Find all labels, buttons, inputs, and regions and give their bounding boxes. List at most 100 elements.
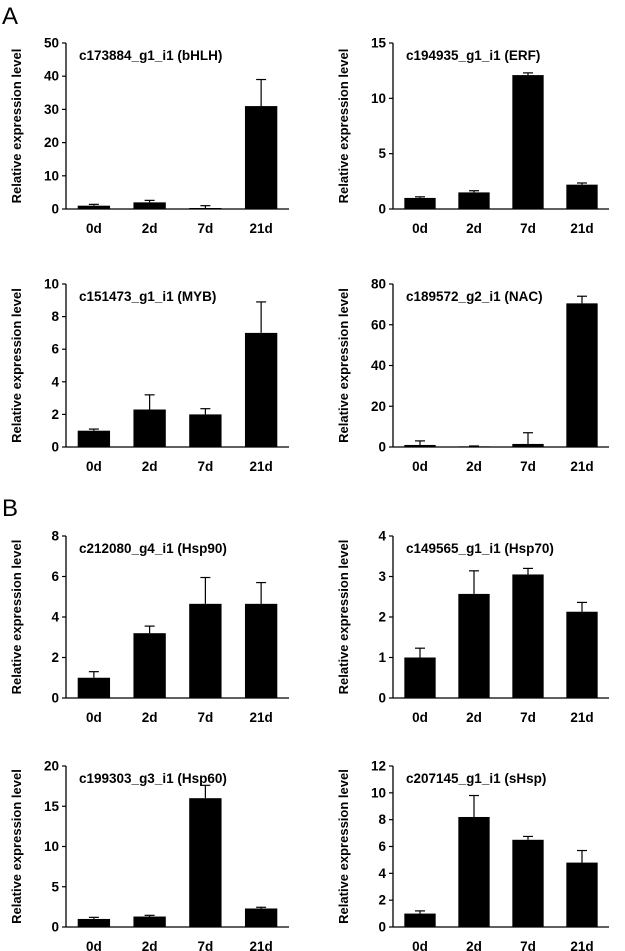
bar [512,443,544,447]
x-tick-label: 7d [197,221,213,236]
x-tick-label: 7d [520,221,536,236]
y-tick-label: 8 [378,812,386,827]
chart-title: c194935_g1_i1 (ERF) [406,48,540,63]
y-tick-label: 20 [44,759,59,774]
y-tick-label: 0 [378,202,386,217]
y-tick-label: 2 [378,893,386,908]
bar [404,197,436,209]
y-tick-label: 60 [371,317,386,332]
x-tick-label: 0d [412,939,428,951]
y-tick-label: 0 [51,920,59,935]
bar [404,657,436,698]
y-axis-label: Relative expression level [336,288,351,443]
bar [133,409,166,447]
chart-5: 0 2 4 6 8 0d 2d 7d 21d c212080_g4_i1 (Hsp90) Relat… [9,529,289,725]
y-tick-label: 4 [378,529,386,544]
y-tick-label: 15 [44,799,60,814]
bar [133,916,166,927]
bar [566,303,598,447]
y-tick-label: 4 [378,866,386,881]
bar [244,332,278,447]
chart-title: c212080_g4_i1 (Hsp90) [79,541,227,556]
x-tick-label: 2d [466,710,482,725]
x-tick-label: 21d [570,459,593,474]
bar [77,205,111,209]
y-tick-label: 0 [378,920,386,935]
y-tick-label: 40 [44,69,59,84]
y-tick-label: 6 [51,342,59,357]
y-axis-label: Relative expression level [336,540,351,695]
y-tick-label: 10 [44,168,59,183]
x-tick-label: 0d [86,939,102,951]
bar [244,106,278,209]
y-axis-label: Relative expression level [336,769,351,924]
x-tick-label: 21d [249,710,272,725]
x-tick-label: 0d [412,459,428,474]
bar [566,184,598,209]
chart-2: 0 5 10 15 0d 2d 7d 21d c194935_g1_i1 (ERF) Relati… [336,36,609,236]
x-tick-label: 2d [466,221,482,236]
bar [458,593,490,698]
x-tick-label: 7d [520,459,536,474]
chart-title: c149565_g1_i1 (Hsp70) [406,541,554,556]
chart-8: 0 2 4 6 8 10 12 0d 2d 7d 21d c207145_g1_i1 (sHsp) Re… [336,759,609,951]
y-tick-label: 2 [51,650,59,665]
bar [244,908,278,927]
panel-label-a: A [2,3,18,30]
y-tick-label: 1 [378,650,386,665]
y-tick-label: 0 [378,691,386,706]
y-axis-label: Relative expression level [336,49,351,204]
y-tick-label: 0 [51,202,59,217]
y-axis-label: Relative expression level [9,769,24,924]
chart-4: 0 20 40 60 80 0d 2d 7d 21d c189572_g2_i1 (NAC) Rel… [336,277,609,474]
bar [512,839,544,927]
y-tick-label: 2 [378,610,386,625]
y-tick-label: 10 [371,91,386,106]
y-tick-label: 0 [51,440,59,455]
y-tick-label: 40 [371,358,386,373]
bar [404,913,436,927]
chart-title: c151473_g1_i1 (MYB) [79,289,216,304]
x-tick-label: 2d [466,459,482,474]
y-tick-label: 20 [371,399,386,414]
x-tick-label: 21d [570,939,593,951]
y-tick-label: 0 [51,691,59,706]
y-tick-label: 10 [371,785,386,800]
y-tick-label: 30 [44,102,59,117]
x-tick-label: 2d [142,459,158,474]
chart-title: c173884_g1_i1 (bHLH) [79,48,222,63]
chart-1: 0 10 20 30 40 50 0d 2d 7d 21d c173884_g1_i1 (bHLH)… [9,36,289,236]
x-tick-label: 0d [412,710,428,725]
bar [244,603,278,698]
y-tick-label: 4 [51,374,59,389]
x-tick-label: 7d [197,939,213,951]
x-tick-label: 21d [570,710,593,725]
bar [512,574,544,698]
chart-title: c199303_g3_i1 (Hsp60) [79,771,227,786]
y-tick-label: 2 [51,407,59,422]
chart-6: 0 1 2 3 4 0d 2d 7d 21d c149565_g1_i1 (Hsp70) Relat… [336,529,609,725]
x-tick-label: 21d [249,459,272,474]
bar [458,192,490,209]
y-tick-label: 8 [51,529,59,544]
x-tick-label: 7d [520,939,536,951]
y-tick-label: 5 [51,879,59,894]
y-axis-label: Relative expression level [9,49,24,204]
bar [566,611,598,698]
x-tick-label: 2d [466,939,482,951]
y-tick-label: 6 [51,569,59,584]
bar [189,414,222,447]
x-tick-label: 2d [142,221,158,236]
chart-title: c189572_g2_i1 (NAC) [406,289,543,304]
x-tick-label: 7d [197,710,213,725]
x-tick-label: 7d [520,710,536,725]
x-tick-label: 2d [142,710,158,725]
bar [512,75,544,210]
chart-3: 0 2 4 6 8 10 0d 2d 7d 21d c151473_g1_i1 (MYB) Relat… [9,277,289,474]
bar [189,798,222,927]
y-tick-label: 4 [51,610,59,625]
y-tick-label: 50 [44,36,59,51]
y-tick-label: 12 [371,759,386,774]
